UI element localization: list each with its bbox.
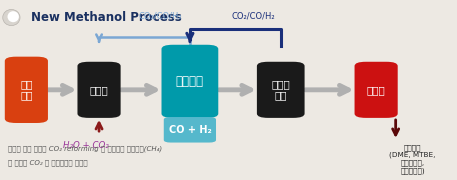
- Text: CO₂/CO/H₂: CO₂/CO/H₂: [138, 11, 182, 20]
- Text: 리포밍: 리포밍: [90, 85, 108, 95]
- Text: 합성가스: 합성가스: [176, 75, 204, 88]
- FancyBboxPatch shape: [161, 45, 218, 118]
- FancyBboxPatch shape: [355, 62, 398, 118]
- Text: 메탄올 합성 공정에 CO₂ reforming 을 추가하여 반응원료(CH₄): 메탄올 합성 공정에 CO₂ reforming 을 추가하여 반응원료(CH₄…: [8, 145, 162, 152]
- Text: 천연
가스: 천연 가스: [20, 79, 32, 101]
- Text: 메탄올: 메탄올: [367, 85, 386, 95]
- Text: New Methanol Process: New Methanol Process: [31, 11, 182, 24]
- Ellipse shape: [3, 10, 20, 26]
- Ellipse shape: [7, 11, 19, 22]
- Text: CO + H₂: CO + H₂: [169, 125, 211, 135]
- Text: 메탄올
합성: 메탄올 합성: [271, 79, 290, 101]
- Text: CO₂/CO/H₂: CO₂/CO/H₂: [232, 11, 275, 20]
- FancyBboxPatch shape: [257, 62, 304, 118]
- Text: H₂O + CO₂: H₂O + CO₂: [63, 141, 108, 150]
- FancyBboxPatch shape: [78, 62, 121, 118]
- Text: 의 일부를 CO₂ 로 대체시키는 신공정: 의 일부를 CO₂ 로 대체시키는 신공정: [8, 160, 88, 166]
- FancyBboxPatch shape: [5, 57, 48, 123]
- FancyBboxPatch shape: [164, 117, 216, 143]
- Text: 청정연료
(DME, MTBE,
바이오디젤,
청정휘발유): 청정연료 (DME, MTBE, 바이오디젤, 청정휘발유): [389, 144, 436, 174]
